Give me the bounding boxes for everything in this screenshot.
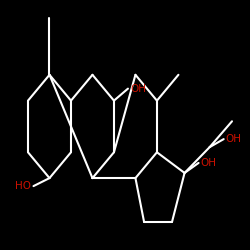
- Text: OH: OH: [130, 84, 146, 94]
- Text: OH: OH: [226, 134, 242, 144]
- Text: OH: OH: [200, 158, 216, 168]
- Text: HO: HO: [16, 181, 32, 191]
